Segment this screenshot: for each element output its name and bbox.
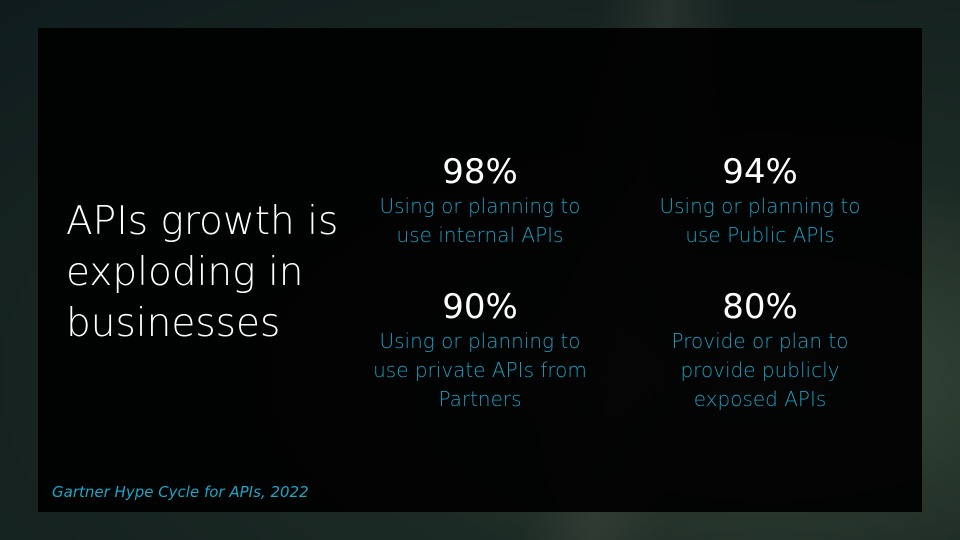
content-panel [38, 28, 922, 512]
stat-description: Using or planning to use private APIs fr… [373, 329, 587, 411]
stat-value: 90% [442, 287, 518, 327]
stat-private-apis: 90% Using or planning to use private API… [350, 287, 610, 414]
stat-value: 80% [722, 287, 798, 327]
stat-internal-apis: 98% Using or planning to use internal AP… [350, 152, 610, 250]
slide-title: APIs growth is exploding in businesses [66, 199, 339, 346]
stat-public-apis: 94% Using or planning to use Public APIs [630, 152, 890, 250]
stat-value: 94% [722, 152, 798, 192]
source-citation: Gartner Hype Cycle for APIs, 2022 [52, 483, 309, 501]
stat-description: Using or planning to use Public APIs [659, 194, 861, 247]
stat-value: 98% [442, 152, 518, 192]
stat-exposed-apis: 80% Provide or plan to provide publicly … [630, 287, 890, 414]
stat-description: Provide or plan to provide publicly expo… [671, 329, 849, 411]
stat-description: Using or planning to use internal APIs [379, 194, 581, 247]
